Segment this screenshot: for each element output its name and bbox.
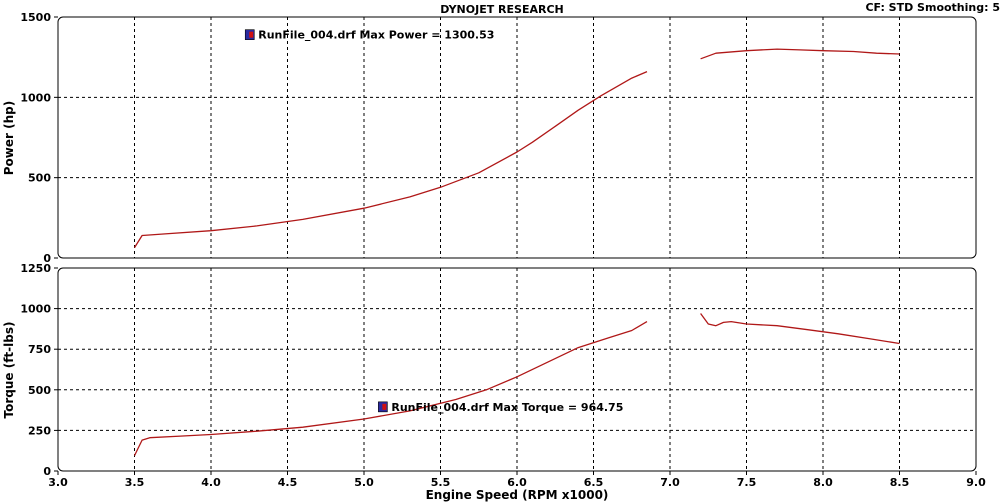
x-tick-label: 4.0	[201, 476, 221, 489]
power-y-tick-label: 1500	[20, 11, 51, 24]
torque-y-tick-label: 1000	[20, 303, 51, 316]
x-tick-label: 9.0	[966, 476, 986, 489]
x-axis-ticks: 3.0 3.5 4.0 4.5 5.0 5.5 6.0 6.5 7.0 7.5 8.0 8.5 9.0	[48, 471, 986, 489]
power-curves	[133, 48, 900, 248]
torque-curve-segment	[133, 321, 648, 456]
settings-label: CF: STD Smoothing: 5	[865, 1, 1000, 14]
torque-y-axis-label: Torque (ft-lbs)	[2, 322, 16, 419]
power-y-tick-label: 500	[28, 172, 51, 185]
torque-y-tick-label: 0	[43, 465, 51, 478]
max-power-annotation: RunFile_004.drf Max Power = 1300.53	[258, 29, 494, 42]
max-power-marker-icon	[244, 29, 255, 40]
chart-title: DYNOJET RESEARCH	[440, 3, 563, 16]
x-tick-label: 8.0	[813, 476, 833, 489]
x-tick-label: 5.0	[354, 476, 374, 489]
max-torque-marker-icon	[378, 401, 388, 413]
power-y-tick-label: 1000	[20, 91, 51, 104]
power-y-tick-label: 0	[43, 252, 51, 265]
power-annotation: RunFile_004.drf Max Power = 1300.53	[244, 29, 494, 42]
torque-marker-accent	[382, 403, 387, 410]
power-curve-segment	[700, 48, 900, 60]
torque-y-tick-label: 750	[28, 343, 51, 356]
x-tick-label: 6.5	[584, 476, 604, 489]
torque-y-tick-label: 500	[28, 384, 51, 397]
torque-y-ticks: 0 250 500 750 1000 1250	[20, 262, 58, 478]
power-marker-accent	[249, 31, 254, 38]
max-torque-annotation: RunFile_004.drf Max Torque = 964.75	[391, 401, 623, 414]
x-tick-label: 3.5	[125, 476, 145, 489]
x-tick-label: 8.5	[890, 476, 910, 489]
x-axis-label: Engine Speed (RPM x1000)	[426, 488, 609, 502]
torque-annotation: RunFile_004.drf Max Torque = 964.75	[378, 401, 623, 414]
x-tick-label: 7.0	[660, 476, 680, 489]
power-y-axis-label: Power (hp)	[2, 101, 16, 175]
torque-gridlines	[58, 268, 976, 471]
x-tick-label: 6.0	[507, 476, 527, 489]
power-gridlines	[58, 17, 976, 258]
x-tick-label: 5.5	[431, 476, 451, 489]
torque-panel: 0 250 500 750 1000 1250 RunFile_004.drf Max T…	[2, 262, 977, 478]
x-tick-label: 4.5	[278, 476, 298, 489]
power-panel: 0 500 1000 1500 RunFile_004.drf Max Power =…	[2, 11, 977, 265]
x-tick-label: 3.0	[48, 476, 68, 489]
torque-y-tick-label: 1250	[20, 262, 51, 275]
power-curve-segment	[133, 71, 648, 248]
power-y-ticks: 0 500 1000 1500	[20, 11, 58, 265]
torque-y-tick-label: 250	[28, 424, 51, 437]
torque-curve-segment	[700, 313, 900, 345]
torque-curves	[133, 313, 900, 456]
x-tick-label: 7.5	[737, 476, 757, 489]
